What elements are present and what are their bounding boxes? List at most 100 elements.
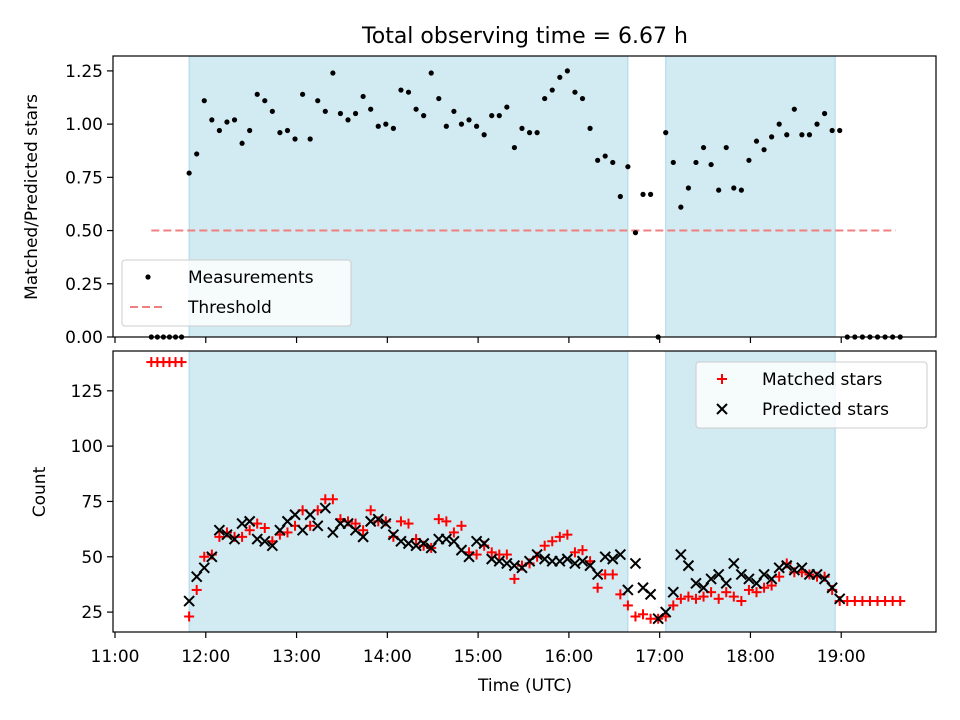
predicted-star-point bbox=[478, 537, 490, 550]
measurement-point bbox=[579, 95, 586, 102]
measurement-point bbox=[368, 106, 374, 112]
predicted-star-point bbox=[221, 528, 233, 541]
measurement-point bbox=[194, 151, 200, 157]
measurement-point bbox=[595, 157, 601, 163]
matched-star-point bbox=[539, 540, 550, 551]
predicted-star-point bbox=[591, 568, 604, 581]
predicted-star-point bbox=[644, 588, 657, 601]
ratio-panel-frame bbox=[112, 55, 937, 338]
predicted-star-point bbox=[183, 595, 195, 607]
measurement-point bbox=[428, 70, 434, 76]
predicted-star-point bbox=[834, 593, 846, 605]
matched-star-point bbox=[191, 584, 202, 595]
measurement-point bbox=[526, 130, 533, 136]
predicted-x-b bbox=[818, 573, 831, 585]
matched-star-point bbox=[184, 611, 195, 622]
measurement-point bbox=[723, 144, 729, 151]
measurement-point bbox=[511, 144, 518, 151]
matched-star-point bbox=[774, 571, 785, 582]
matched-star-point bbox=[441, 516, 452, 527]
measurement-point bbox=[837, 127, 843, 134]
count-y-tick-label: 125 bbox=[71, 382, 103, 402]
predicted-x-b bbox=[478, 537, 490, 550]
predicted-x-b bbox=[387, 528, 400, 541]
matched-star-point bbox=[668, 600, 679, 611]
predicted-star-point bbox=[357, 531, 369, 543]
predicted-x-b bbox=[705, 573, 717, 585]
ratio-x-ticks bbox=[114, 337, 842, 343]
time-x-tick-label: 14:00 bbox=[363, 647, 412, 667]
measurement-point bbox=[284, 127, 291, 134]
predicted-star-point bbox=[243, 515, 256, 528]
matched-star-point bbox=[622, 600, 633, 611]
predicted-x-b bbox=[811, 568, 823, 581]
ratio-legend-entry: Measurements bbox=[145, 268, 314, 288]
count-y-tick-label: 50 bbox=[81, 548, 103, 568]
time-x-tick-label: 16:00 bbox=[544, 647, 593, 667]
predicted-x-b bbox=[690, 577, 702, 590]
predicted-x-b bbox=[667, 586, 679, 598]
predicted-star-point bbox=[690, 577, 702, 590]
measurement-point bbox=[663, 130, 669, 136]
predicted-x-b bbox=[243, 515, 256, 528]
matched-star-point bbox=[358, 525, 369, 536]
time-x-tick-label: 12:00 bbox=[181, 647, 230, 667]
measurement-point bbox=[617, 193, 623, 200]
count-y-axis: 25 50 75 100 125 bbox=[71, 382, 113, 623]
ratio-y-tick-label: 0.00 bbox=[65, 328, 103, 348]
matched-star-point bbox=[350, 518, 361, 529]
predicted-star-point bbox=[312, 520, 324, 532]
predicted-star-point bbox=[380, 517, 392, 530]
time-x-tick-label: 17:00 bbox=[635, 647, 684, 667]
matched-star-point bbox=[237, 531, 248, 542]
measurement-point bbox=[186, 170, 192, 176]
ratio-panel: 0.00 0.25 0.50 0.75 1.00 1.25 Matched/Predict… bbox=[22, 55, 937, 348]
predicted-star-point bbox=[743, 573, 755, 585]
matched-star-point bbox=[562, 529, 573, 540]
predicted-x-b bbox=[743, 573, 755, 585]
matched-star-point bbox=[327, 494, 338, 505]
predicted-x-b bbox=[607, 553, 619, 565]
predicted-star-point bbox=[675, 548, 687, 561]
matched-star-point bbox=[365, 505, 376, 516]
measurement-point bbox=[277, 130, 283, 136]
matched-star-point bbox=[486, 547, 497, 558]
predicted-x-b bbox=[569, 557, 581, 570]
ratio-band-1 bbox=[665, 56, 836, 337]
matched-star-point bbox=[766, 580, 777, 591]
measurement-point bbox=[231, 117, 238, 123]
matched-star-point bbox=[456, 520, 467, 531]
measurement-point bbox=[610, 159, 616, 166]
measurement-point bbox=[209, 117, 215, 123]
measurement-point bbox=[799, 132, 805, 138]
ratio-y-axis: 0.00 0.25 0.50 0.75 1.00 1.25 bbox=[65, 62, 113, 348]
predicted-star-point bbox=[765, 573, 778, 585]
matched-star-point bbox=[554, 531, 565, 542]
predicted-x-b bbox=[342, 517, 354, 530]
predicted-x-b bbox=[576, 555, 589, 567]
predicted-x-b bbox=[448, 535, 460, 547]
predicted-star-point bbox=[607, 553, 619, 565]
predicted-x-b bbox=[206, 551, 218, 563]
matched-star-point bbox=[713, 593, 724, 604]
measurement-point bbox=[776, 121, 782, 127]
measurement-point bbox=[307, 136, 313, 142]
count-y-tick-label: 25 bbox=[81, 603, 103, 623]
count-legend-entry: Predicted stars bbox=[716, 400, 889, 420]
predicted-x-b bbox=[796, 562, 808, 574]
predicted-star-point bbox=[622, 584, 634, 596]
predicted-star-point bbox=[259, 535, 271, 547]
predicted-x-b bbox=[644, 588, 657, 601]
predicted-x-b bbox=[682, 559, 695, 572]
matched-star-point bbox=[569, 547, 580, 558]
measurement-point bbox=[557, 74, 563, 80]
measurement-point bbox=[647, 191, 654, 197]
measurement-point bbox=[791, 106, 797, 112]
predicted-x-b bbox=[455, 544, 468, 556]
measurement-point bbox=[360, 93, 366, 100]
predicted-x-b bbox=[591, 568, 604, 581]
measurement-point bbox=[322, 108, 328, 114]
measurement-point bbox=[504, 104, 510, 110]
measurement-point bbox=[738, 187, 744, 193]
matched-star-point bbox=[252, 518, 263, 529]
